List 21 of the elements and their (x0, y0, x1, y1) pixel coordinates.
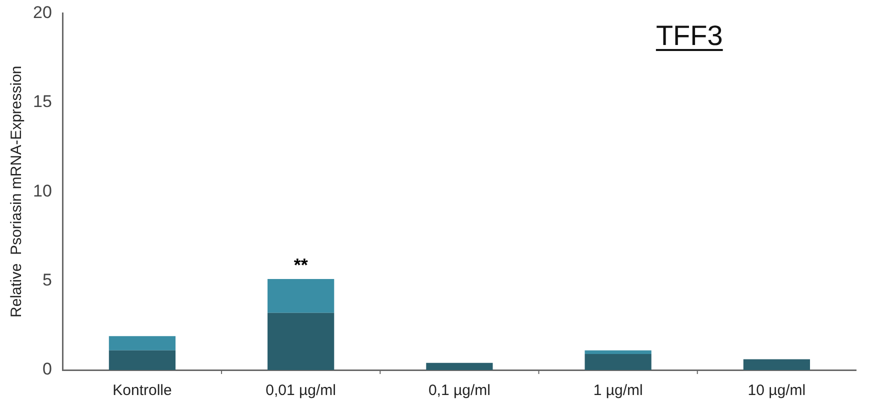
chart-title: TFF3 (656, 20, 723, 52)
bar (743, 359, 810, 370)
bar (108, 350, 176, 370)
x-tick-label: 0,01 µg/ml (266, 382, 336, 400)
y-tick-label: 20 (32, 2, 52, 22)
y-tick-label: 10 (32, 181, 52, 200)
y-tick-label: 0 (42, 360, 52, 379)
x-tick-label: 0,1 µg/ml (428, 382, 490, 400)
bar (426, 362, 493, 370)
bar (108, 336, 176, 350)
x-tick-label: 1 µg/ml (593, 382, 643, 400)
y-tick-label: 15 (32, 92, 52, 112)
x-tick-label: Kontrolle (112, 382, 172, 400)
bar (584, 354, 652, 370)
bar (268, 312, 334, 370)
annotation: ** (294, 254, 308, 275)
bar (268, 279, 334, 313)
bar (584, 350, 652, 354)
y-tick-label: 5 (42, 270, 52, 290)
x-tick-label: 10 µg/ml (748, 382, 806, 400)
y-axis-title: Relative Psoriasin mRNA-Expression (8, 66, 26, 318)
